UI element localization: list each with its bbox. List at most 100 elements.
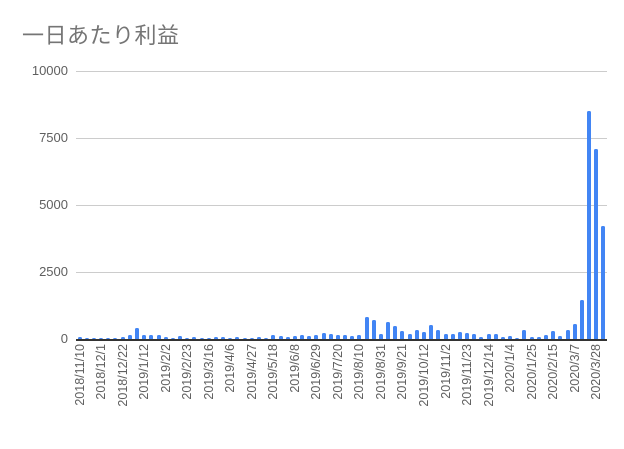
bar[interactable]: [149, 335, 154, 340]
x-axis-labels: 2018/11/10 2018/12/1 2018/12/22 2019/1/12 20…: [72, 344, 607, 449]
y-tick-2500: 2500: [39, 264, 68, 279]
bar[interactable]: [321, 333, 326, 340]
x-tick-label: 2019/12/14: [481, 344, 496, 407]
bar[interactable]: [343, 335, 348, 340]
gridline-7500: [76, 138, 607, 139]
bar[interactable]: [378, 334, 383, 340]
bar[interactable]: [142, 335, 147, 340]
bar[interactable]: [235, 337, 240, 340]
bar[interactable]: [77, 336, 82, 340]
bar[interactable]: [221, 337, 226, 340]
bar[interactable]: [486, 333, 491, 340]
x-tick-label: 2020/2/15: [546, 344, 561, 400]
x-tick-label: 2019/11/23: [460, 344, 475, 406]
bar[interactable]: [106, 337, 111, 340]
bar[interactable]: [544, 334, 548, 340]
bar[interactable]: [271, 335, 276, 340]
x-tick-label: 2019/3/16: [201, 344, 216, 400]
bar[interactable]: [314, 334, 319, 340]
bar[interactable]: [522, 329, 527, 340]
bar[interactable]: [443, 334, 448, 340]
bar[interactable]: [457, 332, 462, 340]
x-tick-label: 2020/3/28: [589, 344, 604, 400]
bar[interactable]: [278, 335, 283, 340]
bar[interactable]: [601, 225, 606, 340]
bar[interactable]: [414, 329, 419, 340]
bar[interactable]: [307, 335, 312, 340]
x-tick-label: 2019/10/12: [417, 344, 432, 407]
gridline-2500: [76, 272, 607, 273]
x-tick-label: 2019/8/10: [352, 344, 367, 400]
bar[interactable]: [249, 337, 254, 340]
bar[interactable]: [594, 149, 599, 340]
bar[interactable]: [558, 335, 563, 340]
bar[interactable]: [192, 336, 197, 340]
bar[interactable]: [213, 337, 218, 340]
bar[interactable]: [579, 299, 584, 340]
bar[interactable]: [178, 335, 183, 340]
bar[interactable]: [472, 333, 477, 340]
bar[interactable]: [163, 336, 168, 340]
bar[interactable]: [436, 330, 441, 340]
bar[interactable]: [185, 337, 190, 340]
bar[interactable]: [84, 337, 89, 340]
bar[interactable]: [587, 111, 592, 340]
bar[interactable]: [328, 334, 333, 340]
bar[interactable]: [479, 336, 484, 340]
x-tick-label: 2018/12/1: [94, 344, 109, 400]
x-axis-line: [76, 339, 607, 341]
bar[interactable]: [335, 334, 340, 340]
bar[interactable]: [572, 324, 577, 340]
bar[interactable]: [256, 336, 261, 340]
bar[interactable]: [91, 337, 96, 340]
bar[interactable]: [134, 327, 139, 340]
bar[interactable]: [300, 334, 305, 340]
bar[interactable]: [350, 335, 355, 340]
bar[interactable]: [285, 336, 290, 340]
bar[interactable]: [393, 326, 398, 340]
x-tick-label: 2019/6/29: [309, 344, 324, 400]
bar[interactable]: [407, 334, 412, 340]
bar[interactable]: [536, 336, 541, 340]
x-tick-label: 2020/1/4: [503, 344, 518, 393]
y-tick-0: 0: [60, 331, 68, 346]
bar[interactable]: [99, 337, 104, 340]
x-tick-label: 2019/5/18: [266, 344, 281, 400]
bar[interactable]: [450, 333, 455, 340]
bar[interactable]: [386, 321, 391, 340]
bar[interactable]: [465, 332, 470, 340]
bar[interactable]: [228, 337, 233, 340]
gridline-5000: [76, 205, 607, 206]
bar[interactable]: [529, 336, 534, 340]
bar[interactable]: [170, 337, 175, 340]
y-tick-5000: 5000: [39, 197, 68, 212]
x-tick-label: 2019/6/8: [287, 344, 302, 393]
x-tick-label: 2020/1/25: [524, 344, 539, 400]
bar[interactable]: [371, 319, 376, 340]
bar[interactable]: [206, 337, 211, 340]
bar[interactable]: [400, 330, 405, 340]
x-tick-label: 2018/11/10: [72, 344, 87, 406]
bar[interactable]: [156, 335, 161, 340]
bar[interactable]: [113, 337, 118, 340]
x-tick-label: 2019/2/2: [158, 344, 173, 393]
x-tick-label: 2019/1/12: [137, 344, 152, 400]
bar[interactable]: [429, 325, 434, 340]
x-tick-label: 2019/8/31: [373, 344, 388, 400]
bar[interactable]: [551, 330, 556, 340]
y-tick-10000: 10000: [31, 63, 68, 78]
x-tick-label: 2019/4/6: [223, 344, 238, 393]
bar[interactable]: [127, 334, 132, 340]
bar[interactable]: [565, 329, 570, 340]
bar[interactable]: [292, 336, 297, 340]
gridline-10000: [76, 71, 607, 72]
bar[interactable]: [508, 335, 513, 340]
bar[interactable]: [242, 337, 247, 340]
bar[interactable]: [422, 332, 427, 340]
bar[interactable]: [357, 335, 362, 340]
bar[interactable]: [120, 337, 125, 340]
x-tick-label: 2019/2/23: [180, 344, 195, 400]
bar[interactable]: [500, 336, 505, 340]
bar[interactable]: [493, 333, 498, 340]
bar[interactable]: [364, 317, 369, 340]
